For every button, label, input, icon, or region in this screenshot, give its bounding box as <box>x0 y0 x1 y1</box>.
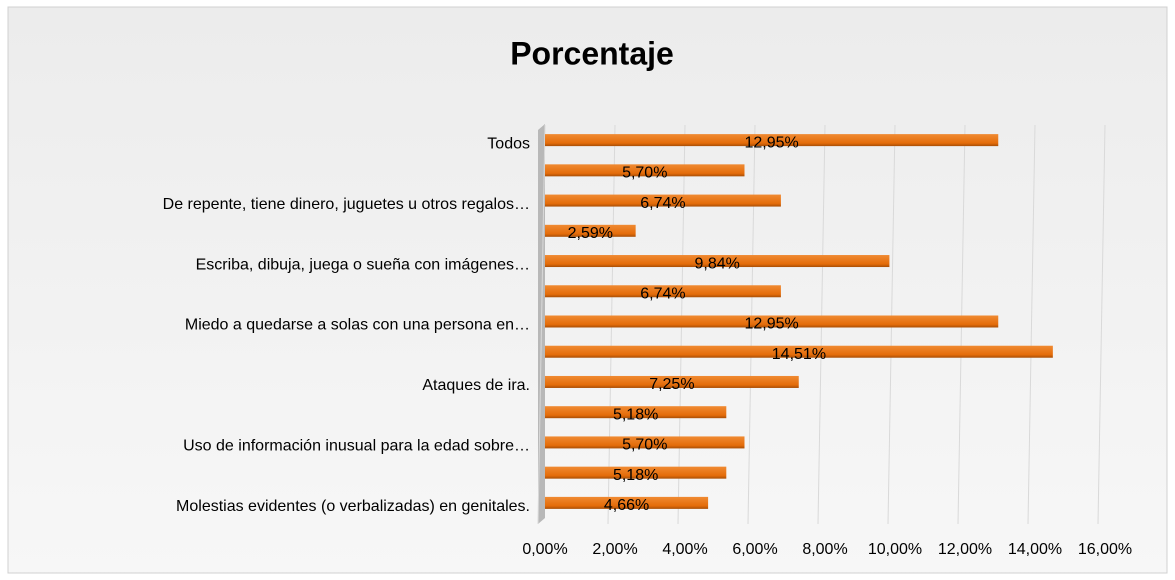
y-tick-label: De repente, tiene dinero, juguetes u otr… <box>163 196 530 213</box>
x-tick-label: 16,00% <box>1078 541 1132 558</box>
bar <box>545 194 781 207</box>
bar <box>545 315 999 328</box>
x-tick-label: 4,00% <box>662 541 707 558</box>
data-label: 5,18% <box>613 467 658 484</box>
data-label: 6,74% <box>640 285 685 302</box>
bar <box>545 224 636 237</box>
data-label: 4,66% <box>604 497 649 514</box>
bar <box>545 164 745 177</box>
y-tick-label: Escriba, dibuja, juega o sueña con imáge… <box>196 256 530 273</box>
data-label: 7,25% <box>649 376 694 393</box>
x-tick-label: 10,00% <box>868 541 922 558</box>
x-tick-label: 0,00% <box>522 541 567 558</box>
bar <box>545 285 781 298</box>
data-label: 5,70% <box>622 437 667 454</box>
y-tick-label: Uso de información inusual para la edad … <box>183 438 530 455</box>
grid-line <box>537 124 546 525</box>
x-tick-label: 12,00% <box>938 541 992 558</box>
data-label: 6,74% <box>640 195 685 212</box>
x-tick-label: 8,00% <box>802 541 847 558</box>
data-label: 2,59% <box>568 225 613 242</box>
bar <box>545 466 727 479</box>
data-label: 9,84% <box>695 255 740 272</box>
data-label: 14,51% <box>772 346 826 363</box>
y-tick-label: Molestias evidentes (o verbalizadas) en … <box>176 498 530 515</box>
y-tick-label: Miedo a quedarse a solas con una persona… <box>185 317 530 334</box>
chart-title: Porcentaje <box>510 35 674 71</box>
x-tick-label: 2,00% <box>592 541 637 558</box>
data-label: 5,18% <box>613 406 658 423</box>
data-label: 12,95% <box>744 316 798 333</box>
grid-line <box>1027 124 1036 525</box>
x-tick-label: 14,00% <box>1008 541 1062 558</box>
bar <box>545 345 1053 358</box>
y-tick-label: Ataques de ira. <box>422 377 530 394</box>
bar <box>545 375 799 388</box>
y-tick-label: Todos <box>487 135 530 152</box>
x-tick-label: 6,00% <box>732 541 777 558</box>
bar <box>545 255 890 268</box>
bar <box>545 496 709 509</box>
bar <box>545 436 745 449</box>
data-label: 5,70% <box>622 165 667 182</box>
bar <box>545 134 999 147</box>
bar <box>545 406 727 419</box>
data-label: 12,95% <box>744 134 798 151</box>
grid-line <box>1097 124 1106 525</box>
